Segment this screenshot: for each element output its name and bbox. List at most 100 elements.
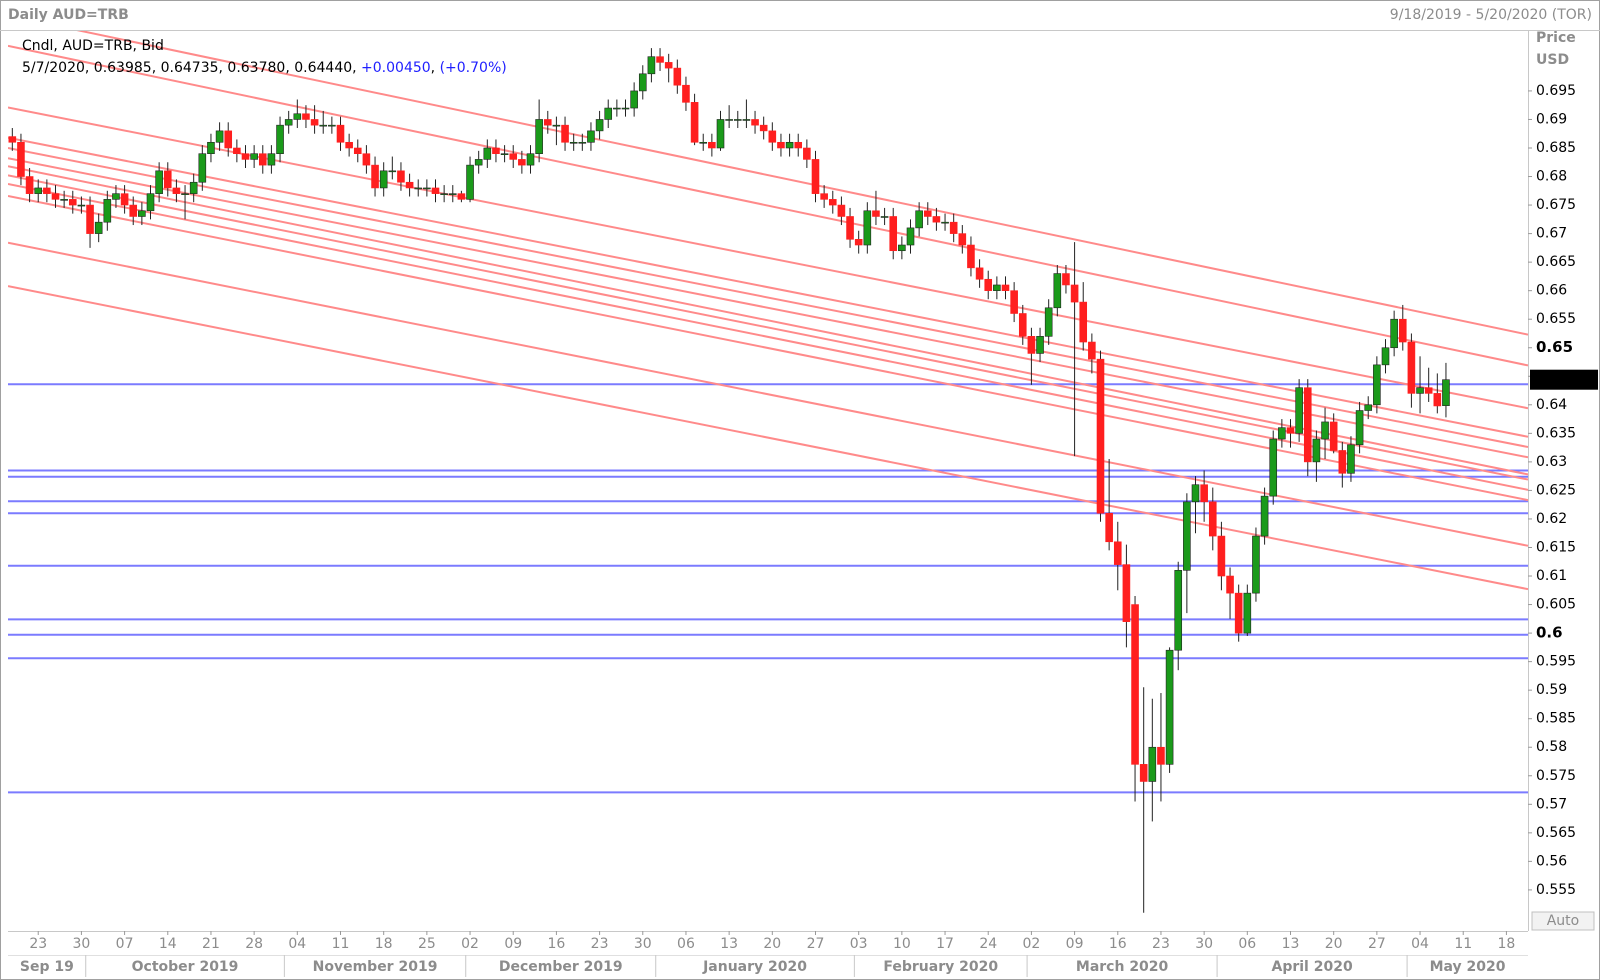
candle-body	[1157, 746, 1165, 765]
candle-body	[673, 67, 682, 86]
x-tick-label: 07	[116, 936, 134, 952]
trendline	[8, 136, 1528, 438]
y-tick-label: 0.555	[1536, 882, 1576, 898]
x-tick-label: 13	[1282, 936, 1300, 952]
y-tick-label: 0.685	[1536, 140, 1576, 156]
x-tick-label: 06	[677, 936, 695, 952]
candle-body	[431, 187, 440, 194]
x-tick-label: 20	[1325, 936, 1343, 952]
candle-body	[725, 119, 733, 121]
y-tick-label: 0.635	[1536, 425, 1576, 441]
candle-body	[777, 141, 785, 149]
candle-body	[1191, 484, 1200, 503]
candle-body	[682, 84, 690, 103]
candle-body	[1234, 592, 1243, 634]
y-tick-label: 0.615	[1536, 539, 1576, 555]
legend-label: Cndl, AUD=TRB, Bid	[22, 38, 164, 54]
candle-body	[1062, 273, 1070, 286]
candle-body	[51, 193, 60, 200]
y-tick-label: 0.61	[1536, 568, 1567, 584]
candle-body	[1036, 336, 1044, 354]
candle-body	[708, 141, 716, 149]
candle-body	[440, 193, 448, 195]
candle-body	[690, 102, 699, 143]
candle-body	[1122, 564, 1131, 622]
candle-body	[224, 130, 233, 149]
trendline	[8, 147, 1528, 449]
candle-body	[215, 130, 224, 143]
last-date: 5/7/2020	[22, 60, 85, 76]
candle-body	[1053, 273, 1062, 309]
y-tick-label: 0.67	[1536, 226, 1567, 242]
candle-body	[1303, 387, 1312, 463]
candle-body	[1347, 444, 1355, 474]
x-tick-label: 24	[979, 936, 997, 952]
candle-body	[1329, 421, 1338, 451]
candle-body	[483, 147, 492, 160]
candle-body	[379, 170, 388, 189]
candle-body	[923, 210, 932, 217]
y-tick-label: 0.675	[1536, 197, 1576, 213]
range-label: 9/18/2019 - 5/20/2020 (TOR)	[1390, 7, 1592, 23]
candle-body	[1226, 575, 1234, 594]
candle-body	[699, 141, 708, 144]
candle-body	[336, 124, 345, 143]
candle-body	[811, 159, 820, 194]
y-tick-label: 0.66	[1536, 283, 1567, 299]
last-price-box	[1530, 369, 1598, 390]
auto-button-label[interactable]: Auto	[1547, 913, 1580, 929]
candle-body	[898, 244, 906, 252]
candle-body	[103, 199, 112, 223]
candle-body	[276, 124, 284, 155]
y-tick-label: 0.625	[1536, 482, 1576, 498]
x-tick-label: 03	[850, 936, 868, 952]
candle-body	[120, 193, 129, 206]
candle-body	[1113, 541, 1122, 565]
candle-body	[1416, 387, 1424, 394]
candle-body	[25, 176, 34, 194]
candle-body	[112, 193, 120, 200]
candle-body	[716, 119, 725, 149]
x-tick-label: 16	[1109, 936, 1127, 952]
candle-body	[604, 107, 613, 120]
trendline	[8, 285, 1528, 591]
chart-title: Daily AUD=TRB	[8, 7, 129, 23]
candle-body	[17, 141, 25, 177]
candle-body	[569, 141, 578, 144]
candle-body	[526, 153, 535, 166]
candle-body	[621, 107, 630, 110]
x-tick-label: 04	[1411, 936, 1429, 952]
candle-body	[1243, 592, 1252, 634]
candle-body	[1355, 410, 1364, 446]
plot-area	[8, 31, 1528, 913]
candle-body	[941, 221, 949, 224]
candle-body	[1001, 284, 1010, 291]
last-change-pct: (+0.70%)	[440, 60, 507, 76]
y-tick-label: 0.595	[1536, 654, 1576, 670]
auto-button[interactable]	[1531, 911, 1595, 931]
y-tick-label: 0.575	[1536, 768, 1576, 784]
candle-body	[1217, 535, 1226, 577]
candle-body	[60, 199, 68, 201]
month-label: November 2019	[313, 959, 438, 975]
candle-body	[854, 239, 863, 246]
candle-body	[1139, 764, 1148, 782]
trendline	[8, 165, 1528, 476]
candle-body	[578, 141, 587, 144]
month-label: March 2020	[1076, 959, 1169, 975]
y-tick-label: 0.63	[1536, 454, 1567, 470]
x-tick-label: 11	[332, 936, 350, 952]
candle-body	[397, 170, 405, 183]
y-tick-label: 0.665	[1536, 254, 1576, 270]
x-tick-label: 10	[893, 936, 911, 952]
x-tick-label: 23	[591, 936, 609, 952]
candle-body	[1131, 604, 1139, 765]
candle-body	[345, 141, 353, 149]
candle-body	[1044, 307, 1053, 337]
candle-body	[647, 56, 656, 75]
candle-body	[1295, 387, 1303, 434]
candle-body	[794, 141, 803, 149]
candle-body	[1070, 284, 1079, 303]
y-tick-label: 0.58	[1536, 739, 1567, 755]
candle-body	[1252, 535, 1260, 594]
